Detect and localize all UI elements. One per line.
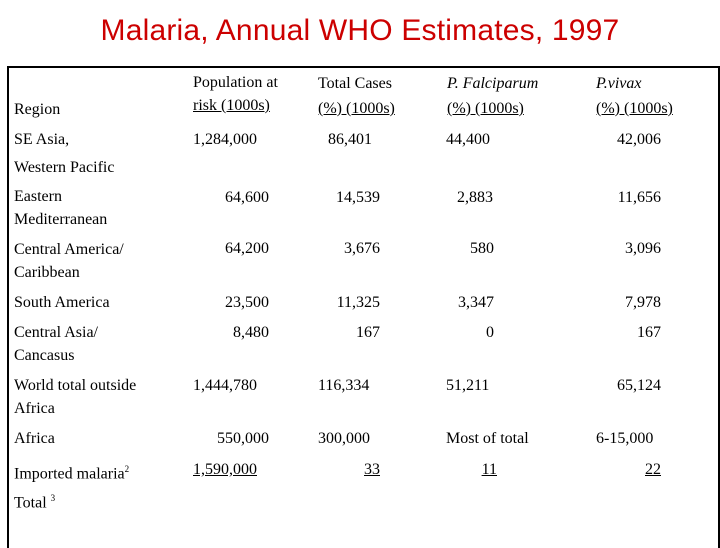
table-row-region-line2: Mediterranean [14, 211, 108, 228]
header-falciparum-line2: (%) (1000s) [447, 100, 524, 117]
table-row-falciparum: Most of total [446, 430, 529, 447]
table-row-region-line1: Central America/ [14, 241, 124, 258]
header-region: Region [14, 101, 61, 118]
table-row-falciparum: 11 [481, 461, 497, 478]
table-row-vivax: 167 [637, 324, 661, 341]
table-row-region-line1: Imported malaria2 [14, 458, 129, 485]
table-row-total: 116,334 [318, 377, 370, 394]
header-falciparum-line1: P. Falciparum [447, 75, 539, 92]
table-row-region-line2: Caribbean [14, 264, 80, 281]
table-row-population: 1,590,000 [193, 461, 257, 478]
table-row-total: 3,676 [344, 240, 380, 257]
header-total-line1: Total Cases [318, 75, 392, 92]
table-row-region-line1: Total 3 [14, 487, 55, 514]
table-row-population: 23,500 [225, 294, 269, 311]
table-row-region-line2: Cancasus [14, 347, 75, 364]
table-row-population: 64,200 [225, 240, 269, 257]
region-text: Imported malaria [14, 465, 125, 483]
region-text: Total [14, 494, 47, 512]
table-row-vivax: 42,006 [617, 131, 661, 148]
table-row-total: 11,325 [336, 294, 380, 311]
table-row-region-line1: SE Asia, [14, 131, 70, 148]
table-row-falciparum: 44,400 [446, 131, 490, 148]
table-row-falciparum: 2,883 [457, 189, 493, 206]
table-row-falciparum: 3,347 [458, 294, 494, 311]
table-row-vivax: 65,124 [617, 377, 661, 394]
table-row-total: 300,000 [318, 430, 370, 447]
table-row-region-line1: Africa [14, 430, 55, 447]
table-row-region-line1: World total outside [14, 377, 137, 394]
header-vivax-line2: (%) (1000s) [596, 100, 673, 117]
table-row-population: 1,444,780 [193, 377, 257, 394]
table-row-total: 14,539 [336, 189, 380, 206]
table-row-total: 167 [356, 324, 380, 341]
footnote-marker: 2 [124, 464, 130, 474]
table-frame [7, 66, 720, 548]
table-row-falciparum: 580 [470, 240, 494, 257]
header-population-line2: risk (1000s) [193, 97, 270, 114]
table-row-total: 86,401 [328, 131, 372, 148]
table-row-vivax: 3,096 [625, 240, 661, 257]
table-row-falciparum: 51,211 [446, 377, 490, 394]
table-row-region-line2: Africa [14, 400, 55, 417]
table-row-vivax: 22 [645, 461, 661, 478]
header-total-line2: (%) (1000s) [318, 100, 395, 117]
table-row-vivax: 6-15,000 [596, 430, 654, 447]
table-row-total: 33 [364, 461, 380, 478]
table-row-region-line1: Central Asia/ [14, 324, 98, 341]
table-row-region-line1: South America [14, 294, 110, 311]
page-title: Malaria, Annual WHO Estimates, 1997 [100, 14, 620, 47]
table-row-region-line2: Western Pacific [14, 159, 115, 176]
header-vivax-line1: P.vivax [596, 75, 642, 92]
table-row-population: 550,000 [217, 430, 269, 447]
table-row-population: 64,600 [225, 189, 269, 206]
table-row-vivax: 11,656 [617, 189, 661, 206]
table-row-region-line1: Eastern [14, 188, 62, 205]
table-row-population: 8,480 [233, 324, 269, 341]
table-row-population: 1,284,000 [193, 131, 257, 148]
header-population-line1: Population at [193, 74, 278, 91]
table-row-falciparum: 0 [486, 324, 494, 341]
table-row-vivax: 7,978 [625, 294, 661, 311]
footnote-marker: 3 [50, 493, 56, 503]
